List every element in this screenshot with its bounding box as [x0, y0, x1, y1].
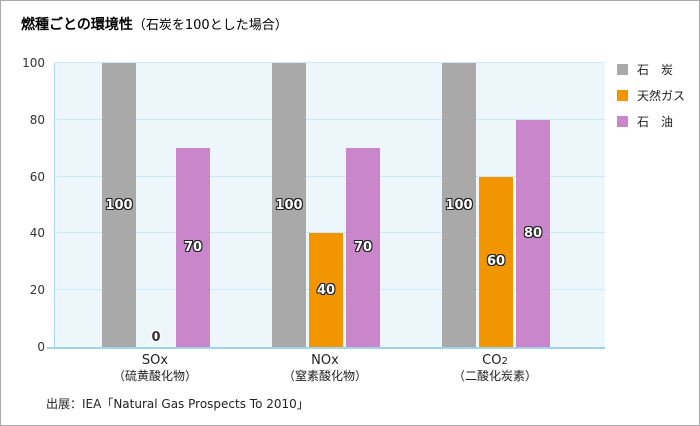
bar-group-nox: 100 40 70 [241, 63, 411, 347]
bar-group-sox: 100 0 70 [71, 63, 241, 347]
source-caption: 出展：IEA「Natural Gas Prospects To 2010」 [46, 397, 309, 411]
bar-group-co2: 100 60 80 [411, 63, 581, 347]
bar-value-label: 70 [183, 240, 203, 256]
x-label-sub: （二酸化炭素） [452, 369, 537, 383]
legend-swatch-natural-gas [617, 90, 628, 101]
bar-co2-natural-gas: 60 [479, 176, 513, 347]
bar-value-label: 100 [445, 197, 473, 213]
x-label-co2: CO2 （二酸化炭素） [410, 353, 580, 384]
bar-value-label: 100 [105, 197, 133, 213]
bar-nox-oil: 70 [346, 148, 380, 347]
x-label-main: NOx [311, 353, 339, 368]
legend-swatch-oil [617, 116, 628, 127]
y-axis-ticks: 0 20 40 60 80 100 [1, 56, 45, 354]
bar-value-label: 100 [275, 197, 303, 213]
bar-value-label: 60 [486, 254, 506, 270]
chart-title-main: 燃種ごとの環境性 [21, 17, 133, 33]
gridline [55, 118, 605, 120]
bar-value-label: 80 [523, 225, 543, 241]
chart-title-annotation: （石炭を100とした場合） [132, 18, 288, 33]
legend-label-oil: 石 油 [637, 115, 674, 129]
x-label-sub: （窒素酸化物） [282, 369, 367, 383]
legend-item-coal: 石 炭 [617, 61, 685, 78]
y-tick-label: 40 [29, 226, 45, 241]
gridline [55, 175, 605, 177]
x-label-nox: NOx （窒素酸化物） [240, 353, 410, 384]
chart-title: 燃種ごとの環境性（石炭を100とした場合） [21, 14, 288, 34]
x-label-main: SOx [141, 353, 169, 368]
y-tick-label: 80 [29, 112, 45, 127]
plot-area: 100 0 70 100 40 70 100 6 [47, 62, 605, 349]
legend-label-coal: 石 炭 [637, 63, 674, 77]
y-tick-label: 60 [29, 169, 45, 184]
legend: 石 炭 天然ガス 石 油 [617, 61, 685, 139]
bar-value-label: 40 [316, 282, 336, 298]
gridline [55, 62, 605, 63]
gridline [55, 232, 605, 234]
x-label-sox: SOx （硫黄酸化物） [70, 353, 240, 384]
bar-nox-natural-gas: 40 [309, 233, 343, 347]
bar-value-label: 0 [151, 330, 161, 345]
bar-co2-coal: 100 [442, 63, 476, 347]
x-label-sub: （硫黄酸化物） [112, 369, 197, 383]
bar-sox-oil: 70 [176, 148, 210, 347]
legend-label-natural-gas: 天然ガス [637, 89, 686, 103]
legend-item-natural-gas: 天然ガス [617, 87, 685, 104]
legend-item-oil: 石 油 [617, 113, 685, 130]
x-label-main: CO2 [482, 353, 508, 368]
y-tick-label: 0 [37, 340, 45, 354]
y-tick-label: 20 [29, 283, 45, 298]
legend-swatch-coal [617, 64, 628, 75]
bar-nox-coal: 100 [272, 63, 306, 347]
bar-value-label: 70 [353, 240, 373, 256]
bar-sox-coal: 100 [102, 63, 136, 347]
y-tick-label: 100 [22, 56, 45, 70]
bar-co2-oil: 80 [516, 119, 550, 347]
